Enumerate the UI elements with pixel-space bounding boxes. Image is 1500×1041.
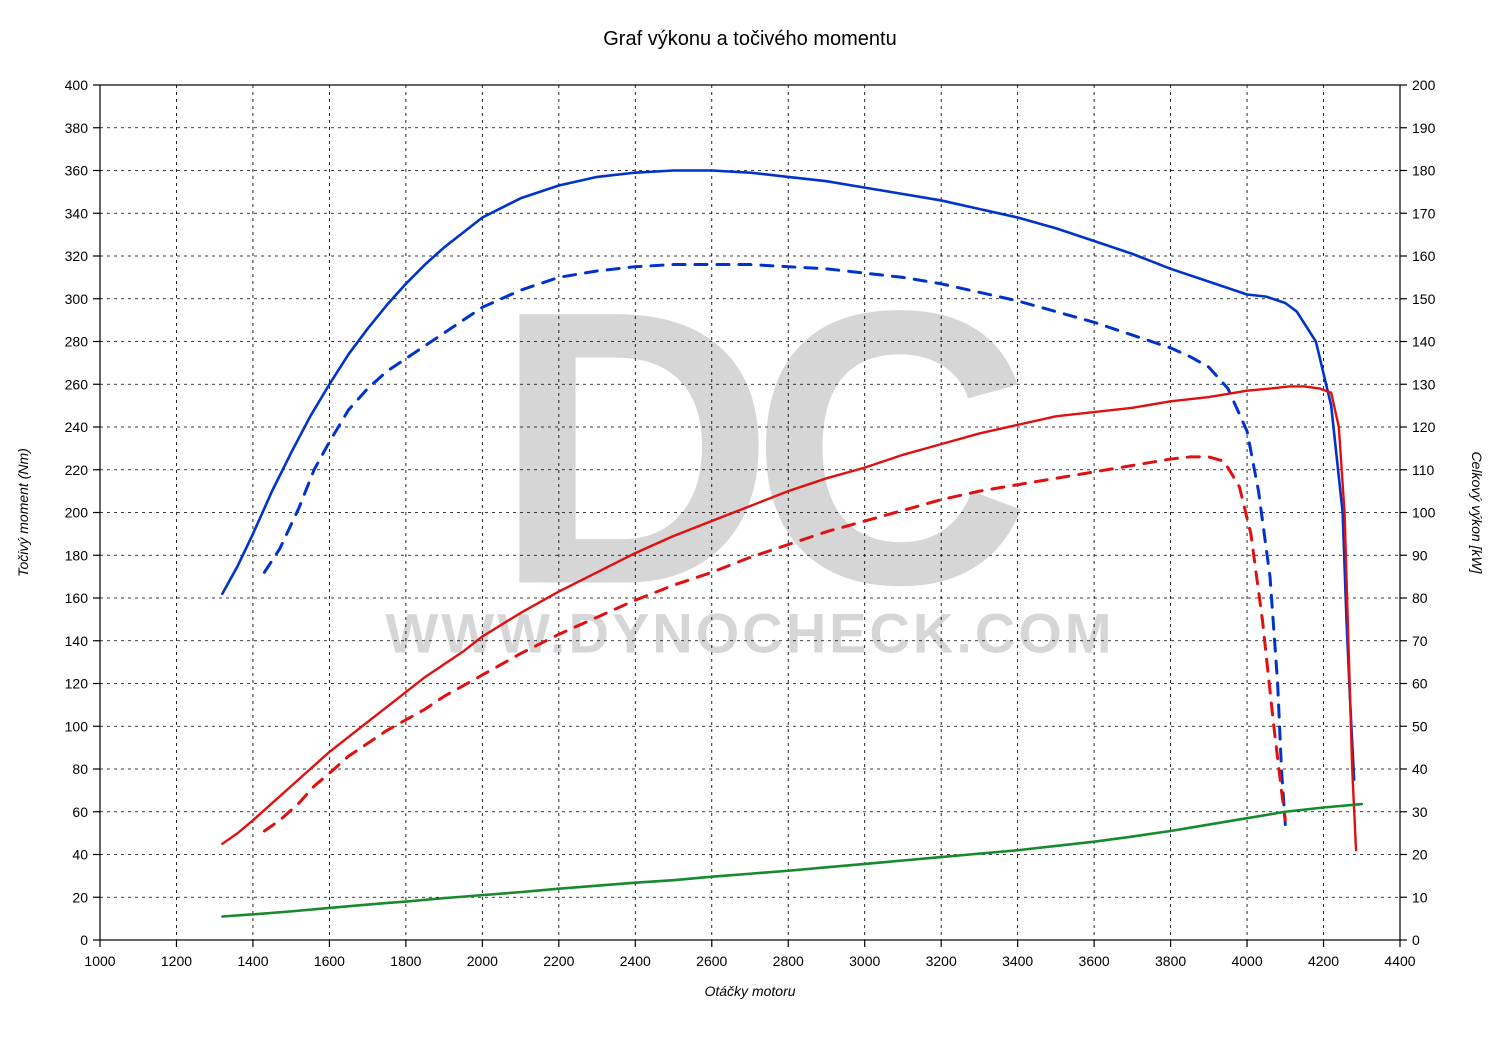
x-tick-label: 3600 (1079, 953, 1110, 969)
x-tick-label: 1800 (390, 953, 421, 969)
y-left-tick-label: 80 (72, 761, 88, 777)
x-tick-label: 4200 (1308, 953, 1339, 969)
y-right-tick-label: 200 (1412, 77, 1436, 93)
y-right-tick-label: 100 (1412, 505, 1436, 521)
y-left-tick-label: 0 (80, 932, 88, 948)
watermark-logo: DC (493, 230, 1024, 666)
x-tick-label: 1600 (314, 953, 345, 969)
y-right-tick-label: 170 (1412, 205, 1436, 221)
x-tick-label: 2600 (696, 953, 727, 969)
y-right-tick-label: 180 (1412, 163, 1436, 179)
watermark-url: WWW.DYNOCHECK.COM (385, 602, 1114, 665)
y-left-tick-label: 320 (65, 248, 89, 264)
y-right-tick-label: 50 (1412, 718, 1428, 734)
y-right-tick-label: 140 (1412, 334, 1436, 350)
y-right-tick-label: 160 (1412, 248, 1436, 264)
x-tick-label: 1400 (237, 953, 268, 969)
y-right-tick-label: 90 (1412, 547, 1428, 563)
x-tick-label: 3200 (926, 953, 957, 969)
y-right-axis-label: Celkový výkon [kW] (1469, 451, 1485, 574)
chart-svg: DCWWW.DYNOCHECK.COM100012001400160018002… (0, 0, 1500, 1041)
y-left-tick-label: 160 (65, 590, 89, 606)
x-axis-label: Otáčky motoru (704, 983, 795, 999)
y-left-tick-label: 220 (65, 462, 89, 478)
y-left-tick-label: 120 (65, 676, 89, 692)
y-right-tick-label: 10 (1412, 889, 1428, 905)
x-tick-label: 3800 (1155, 953, 1186, 969)
y-right-tick-label: 190 (1412, 120, 1436, 136)
y-right-tick-label: 20 (1412, 847, 1428, 863)
x-tick-label: 2000 (467, 953, 498, 969)
watermark: DCWWW.DYNOCHECK.COM (385, 230, 1114, 666)
x-tick-label: 2200 (543, 953, 574, 969)
y-left-tick-label: 360 (65, 163, 89, 179)
y-left-tick-label: 260 (65, 376, 89, 392)
y-left-tick-label: 180 (65, 547, 89, 563)
y-right-tick-label: 120 (1412, 419, 1436, 435)
y-left-tick-label: 380 (65, 120, 89, 136)
x-tick-label: 3000 (849, 953, 880, 969)
y-left-tick-label: 280 (65, 334, 89, 350)
y-left-tick-label: 240 (65, 419, 89, 435)
x-tick-label: 2400 (620, 953, 651, 969)
dyno-chart: DCWWW.DYNOCHECK.COM100012001400160018002… (0, 0, 1500, 1041)
y-right-tick-label: 150 (1412, 291, 1436, 307)
x-tick-label: 2800 (773, 953, 804, 969)
y-right-tick-label: 40 (1412, 761, 1428, 777)
y-left-tick-label: 140 (65, 633, 89, 649)
y-right-tick-label: 60 (1412, 676, 1428, 692)
y-right-tick-label: 30 (1412, 804, 1428, 820)
chart-title: Graf výkonu a točivého momentu (603, 28, 896, 50)
y-left-tick-label: 20 (72, 889, 88, 905)
x-tick-label: 1200 (161, 953, 192, 969)
x-tick-label: 3400 (1002, 953, 1033, 969)
y-left-tick-label: 340 (65, 205, 89, 221)
y-left-tick-label: 40 (72, 847, 88, 863)
x-tick-label: 1000 (84, 953, 115, 969)
y-left-tick-label: 400 (65, 77, 89, 93)
x-tick-label: 4000 (1231, 953, 1262, 969)
y-left-tick-label: 300 (65, 291, 89, 307)
y-left-axis-label: Točivý moment (Nm) (15, 448, 31, 577)
y-right-tick-label: 0 (1412, 932, 1420, 948)
y-right-tick-label: 130 (1412, 376, 1436, 392)
y-right-tick-label: 110 (1412, 462, 1435, 478)
y-left-tick-label: 60 (72, 804, 88, 820)
y-right-tick-label: 70 (1412, 633, 1428, 649)
y-left-tick-label: 200 (65, 505, 89, 521)
x-tick-label: 4400 (1384, 953, 1415, 969)
y-left-tick-label: 100 (65, 718, 89, 734)
y-right-tick-label: 80 (1412, 590, 1428, 606)
